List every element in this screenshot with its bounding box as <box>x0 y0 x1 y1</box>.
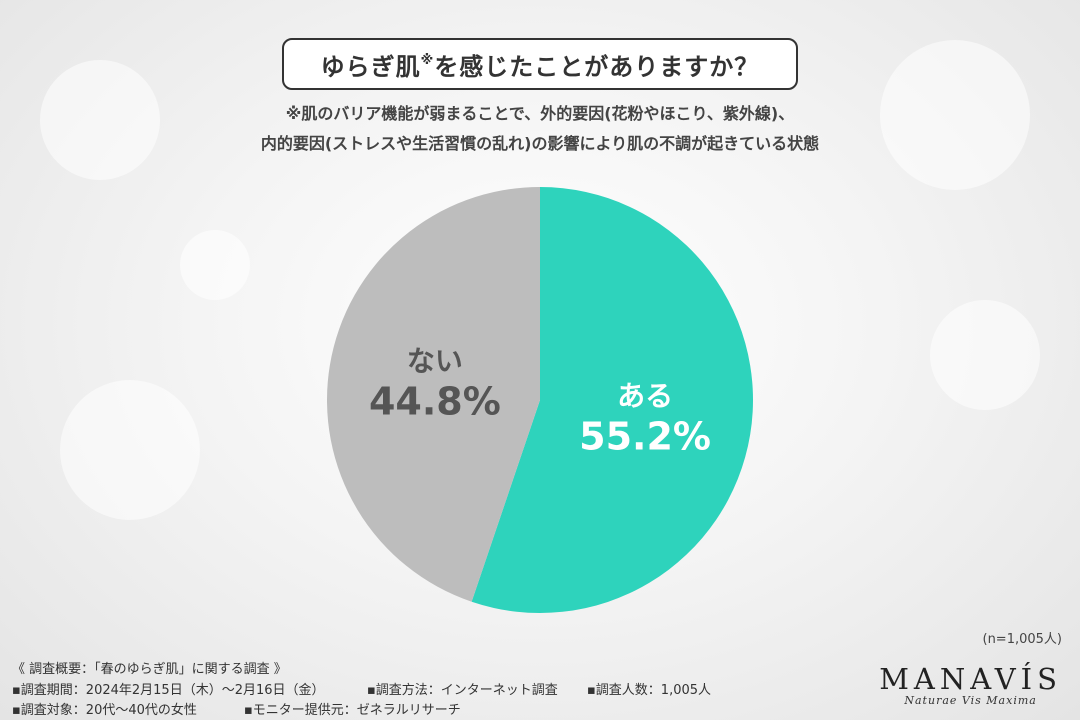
survey-count: ▪調査人数：1,005人 <box>587 683 712 698</box>
survey-overview: 《 調査概要：「春のゆらぎ肌」に関する調査 》 <box>12 662 287 677</box>
survey-provider: ▪モニター提供元：ゼネラルリサーチ <box>244 703 461 718</box>
title-text-rest: を感じたことがありますか？ <box>434 52 760 81</box>
pie-slice-2 <box>326 187 540 602</box>
brand-tagline: Naturae Vis Maxima <box>904 694 1037 707</box>
slice-value-label: 44.8% <box>369 380 501 424</box>
chart-title: ゆらぎ肌 ※ を感じたことがありますか？ <box>282 38 798 90</box>
slice-value-label: 55.2% <box>579 414 711 458</box>
definition-note-line1: ※肌のバリア機能が弱まることで、外的要因(花粉やほこり、紫外線)、 <box>285 104 795 123</box>
brand-logo: MANAVÍS Naturae Vis Maxima <box>879 664 1062 707</box>
slice-category-label: ある <box>617 379 673 412</box>
sample-size: (n=1,005人) <box>982 632 1063 647</box>
brand-name: MANAVÍS <box>879 662 1062 696</box>
survey-period: ▪調査期間：2024年2月15日（木）～2月16日（金） <box>12 683 325 698</box>
pie-slice-1 <box>471 187 753 613</box>
survey-target: ▪調査対象：20代～40代の女性 <box>12 703 197 718</box>
slice-category-label: ない <box>407 345 463 378</box>
definition-note-line2: 内的要因(ストレスや生活習慣の乱れ)の影響により肌の不調が起きている状態 <box>260 134 820 153</box>
survey-line2: ▪調査期間：2024年2月15日（木）～2月16日（金） ▪調査方法：インターネッ… <box>12 679 711 698</box>
title-text: ゆらぎ肌 <box>320 52 421 81</box>
title-note-mark: ※ <box>420 52 435 68</box>
survey-method: ▪調査方法：インターネット調査 <box>367 683 558 698</box>
survey-line3: ▪調査対象：20代～40代の女性 ▪モニター提供元：ゼネラルリサーチ <box>12 699 461 718</box>
